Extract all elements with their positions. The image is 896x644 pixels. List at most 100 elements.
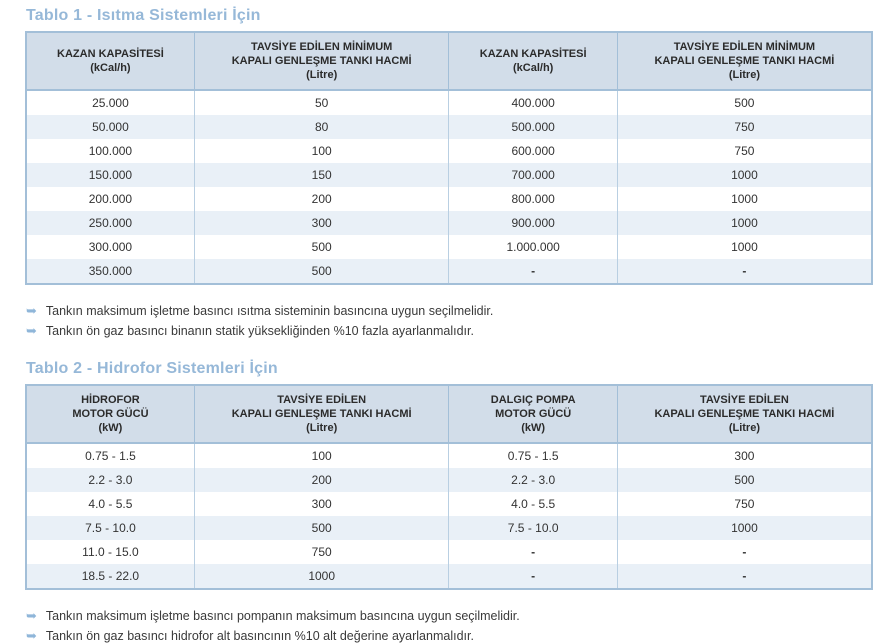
table-cell: 1000 [616,211,872,235]
table-cell: 100 [193,443,449,468]
table-cell: 4.0 - 5.5 [448,492,618,516]
table-cell: 500 [616,90,872,115]
table-cell: 750 [616,139,872,163]
table-cell: 500 [193,235,449,259]
table-cell: 300 [193,211,449,235]
table-cell: 150.000 [88,168,133,182]
table-cell: 300 [616,443,872,468]
table-row: 250.000 300 900.000 1000 [26,211,872,235]
table-cell: 1.000.000 [448,235,618,259]
table-cell: 750 [616,492,872,516]
table-cell: 500 [616,468,872,492]
column-header: TAVSİYE EDİLEN KAPALI GENLEŞME TANKI HAC… [616,385,872,443]
arrow-bullet-icon: ➥ [26,628,37,643]
table-cell: 300 [193,492,449,516]
table-cell: 150 [193,163,449,187]
table-row: 100.000 100 600.000 750 [26,139,872,163]
column-header: TAVSİYE EDİLEN KAPALI GENLEŞME TANKI HAC… [193,385,449,443]
table-row: 4.0 - 5.5 300 4.0 - 5.5 750 [26,492,872,516]
note-text: Tankın ön gaz basıncı hidrofor alt basın… [45,629,474,643]
table-cell: 50.000 [92,120,129,134]
table-row: 300.000 500 1.000.000 1000 [26,235,872,259]
table-cell: 600.000 [448,139,618,163]
note-item: ➥ Tankın maksimum işletme basıncı ısıtma … [26,304,873,319]
table-cell: 1000 [616,187,872,211]
column-header: KAZAN KAPASİTESİ (kCal/h) [448,32,618,90]
table-row: 200.000 200 800.000 1000 [26,187,872,211]
table-cell: - [448,259,618,284]
table-cell: 1000 [616,163,872,187]
table2-title: Tablo 2 - Hidrofor Sistemleri İçin [26,360,278,377]
table-cell: 7.5 - 10.0 [85,521,136,535]
note-item: ➥ Tankın ön gaz basıncı hidrofor alt bası… [26,629,873,644]
arrow-bullet-icon: ➥ [26,303,37,318]
table-cell: 2.2 - 3.0 [88,473,133,487]
column-header: HİDROFOR MOTOR GÜCÜ (kW) [26,385,195,443]
table-cell: 300.000 [88,240,133,254]
table-row: 11.0 - 15.0 750- - [26,540,872,564]
table-cell: 80 [193,115,449,139]
table-row: 7.5 - 10.0 500 7.5 - 10.0 1000 [26,516,872,540]
column-header: KAZAN KAPASİTESİ (kCal/h) [26,32,195,90]
arrow-bullet-icon: ➥ [26,608,37,623]
table-cell: 100.000 [88,144,133,158]
note-item: ➥ Tankın ön gaz basıncı binanın statik yü… [26,324,873,339]
table-cell: - [616,540,872,564]
column-header: TAVSİYE EDİLEN MİNİMUM KAPALI GENLEŞME T… [193,32,449,90]
table1: KAZAN KAPASİTESİ (kCal/h) TAVSİYE EDİLEN … [25,31,873,285]
table-cell: 0.75 - 1.5 [85,449,136,463]
table-cell: - [448,540,618,564]
table-cell: 750 [616,115,872,139]
table-cell: 18.5 - 22.0 [81,569,140,583]
table-cell: 4.0 - 5.5 [88,497,133,511]
table-row: 350.000 500- - [26,259,872,284]
table1-notes: ➥ Tankın maksimum işletme basıncı ısıtma … [26,304,873,339]
table-cell: 800.000 [448,187,618,211]
table-cell: 0.75 - 1.5 [448,443,618,468]
header-row: HİDROFOR MOTOR GÜCÜ (kW) TAVSİYE EDİLEN K… [26,385,872,443]
note-item: ➥ Tankın maksimum işletme basıncı pompanı… [26,609,873,624]
table-cell: 200 [193,468,449,492]
table-cell: 350.000 [88,264,133,278]
table-cell: 500.000 [448,115,618,139]
table-cell: 500 [193,259,449,284]
table1-section: Tablo 1 - Isıtma Sistemleri İçin KAZAN K… [25,7,873,339]
table-cell: 25.000 [92,96,129,110]
table-cell: - [616,564,872,589]
table-cell: 700.000 [448,163,618,187]
table-row: 25.000 50 400.000 500 [26,90,872,115]
table1-body: 25.000 50 400.000 500 50.000 80 500.000 750 100.… [26,90,872,284]
table1-title: Tablo 1 - Isıtma Sistemleri İçin [26,7,261,24]
table-cell: 7.5 - 10.0 [448,516,618,540]
table-cell: 1000 [193,564,449,589]
table-cell: 11.0 - 15.0 [82,545,139,559]
table2-notes: ➥ Tankın maksimum işletme basıncı pompanı… [26,609,873,644]
table-cell: 400.000 [448,90,618,115]
table1-header: KAZAN KAPASİTESİ (kCal/h) TAVSİYE EDİLEN … [26,32,872,90]
table-row: 50.000 80 500.000 750 [26,115,872,139]
table-cell: 50 [193,90,449,115]
table2: HİDROFOR MOTOR GÜCÜ (kW) TAVSİYE EDİLEN K… [25,384,873,590]
table2-header: HİDROFOR MOTOR GÜCÜ (kW) TAVSİYE EDİLEN K… [26,385,872,443]
note-text: Tankın maksimum işletme basıncı ısıtma s… [45,304,494,318]
column-header: DALGIÇ POMPA MOTOR GÜCÜ (kW) [448,385,618,443]
table-cell: 2.2 - 3.0 [448,468,618,492]
table-cell: 100 [193,139,449,163]
column-header: TAVSİYE EDİLEN MİNİMUM KAPALI GENLEŞME T… [616,32,872,90]
table-cell: 500 [193,516,449,540]
arrow-bullet-icon: ➥ [26,323,37,338]
table2-body: 0.75 - 1.5 100 0.75 - 1.5 300 2.2 - 3.0 200 2.… [26,443,872,589]
header-row: KAZAN KAPASİTESİ (kCal/h) TAVSİYE EDİLEN … [26,32,872,90]
table-cell: 1000 [616,516,872,540]
table-cell: 250.000 [88,216,133,230]
table-cell: 200 [193,187,449,211]
table-cell: - [448,564,618,589]
table-cell: 750 [193,540,449,564]
table-cell: 200.000 [88,192,133,206]
table2-section: Tablo 2 - Hidrofor Sistemleri İçin HİDRO… [25,360,873,644]
table-row: 0.75 - 1.5 100 0.75 - 1.5 300 [26,443,872,468]
table-cell: 900.000 [448,211,618,235]
table-cell: - [616,259,872,284]
table-row: 150.000 150 700.000 1000 [26,163,872,187]
